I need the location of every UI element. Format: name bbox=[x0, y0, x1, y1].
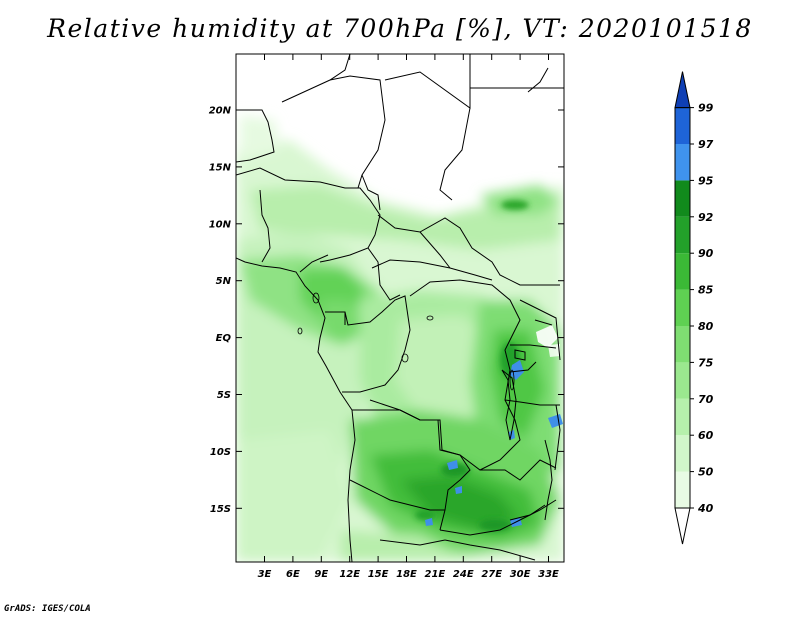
colorbar-label: 40 bbox=[697, 502, 714, 515]
colorbar-segment bbox=[675, 289, 690, 326]
lon-label: 18E bbox=[396, 569, 417, 580]
country-borders bbox=[236, 54, 564, 562]
map-title: Relative humidity at 700hPa [%], VT: 202… bbox=[47, 14, 753, 43]
colorbar-low-triangle bbox=[674, 507, 691, 545]
colorbar: 40 50 60 70 75 80 85 90 92 95 97 99 bbox=[674, 71, 714, 545]
colorbar-label: 97 bbox=[698, 138, 714, 151]
lon-label: 24E bbox=[453, 569, 474, 580]
lon-label: 30E bbox=[510, 569, 531, 580]
colorbar-segment bbox=[675, 471, 690, 508]
longitude-axis: 3E 6E 9E 12E 15E 18E 21E 24E 27E 30E 33E bbox=[258, 54, 559, 580]
lakes bbox=[297, 292, 515, 391]
colorbar-segment bbox=[675, 398, 690, 436]
lon-label: 21E bbox=[425, 569, 446, 580]
lat-label: 15N bbox=[209, 162, 232, 173]
lon-label: 33E bbox=[538, 569, 559, 580]
colorbar-label: 85 bbox=[698, 284, 714, 297]
colorbar-segment bbox=[675, 326, 690, 363]
colorbar-segment bbox=[675, 144, 690, 181]
colorbar-label: 70 bbox=[698, 393, 714, 406]
lat-label: 20N bbox=[209, 106, 232, 117]
colorbar-segment bbox=[675, 107, 690, 144]
grads-credit: GrADS: IGES/COLA bbox=[4, 604, 91, 614]
colorbar-label: 95 bbox=[698, 174, 714, 187]
map-frame bbox=[235, 53, 565, 563]
colorbar-label: 99 bbox=[698, 102, 714, 115]
colorbar-segment bbox=[675, 435, 690, 472]
colorbar-segment bbox=[675, 216, 690, 254]
colorbar-outline bbox=[674, 107, 691, 509]
lon-label: 27E bbox=[481, 569, 502, 580]
colorbar-segment bbox=[675, 362, 690, 399]
lon-label: 6E bbox=[286, 569, 300, 580]
colorbar-label: 60 bbox=[698, 429, 714, 442]
lat-label: 5N bbox=[216, 276, 232, 287]
colorbar-label: 75 bbox=[698, 356, 714, 369]
humidity-field bbox=[236, 54, 564, 562]
lon-label: 12E bbox=[339, 569, 360, 580]
colorbar-high-triangle bbox=[674, 71, 691, 109]
colorbar-label: 90 bbox=[698, 247, 714, 260]
lat-label: 10S bbox=[210, 447, 231, 458]
lat-label: 15S bbox=[210, 504, 231, 515]
lon-label: 15E bbox=[368, 569, 389, 580]
latitude-axis: 20N 15N 10N 5N EQ 5S 10S 15S bbox=[209, 106, 564, 515]
lon-label: 3E bbox=[258, 569, 272, 580]
lat-label: EQ bbox=[216, 333, 232, 344]
colorbar-label: 50 bbox=[698, 466, 714, 479]
colorbar-label: 92 bbox=[698, 211, 714, 224]
lat-label: 10N bbox=[209, 219, 232, 230]
colorbar-label: 80 bbox=[698, 320, 714, 333]
colorbar-segment bbox=[675, 180, 690, 217]
lon-label: 9E bbox=[314, 569, 328, 580]
lat-label: 5S bbox=[217, 390, 231, 401]
colorbar-segment bbox=[675, 253, 690, 290]
